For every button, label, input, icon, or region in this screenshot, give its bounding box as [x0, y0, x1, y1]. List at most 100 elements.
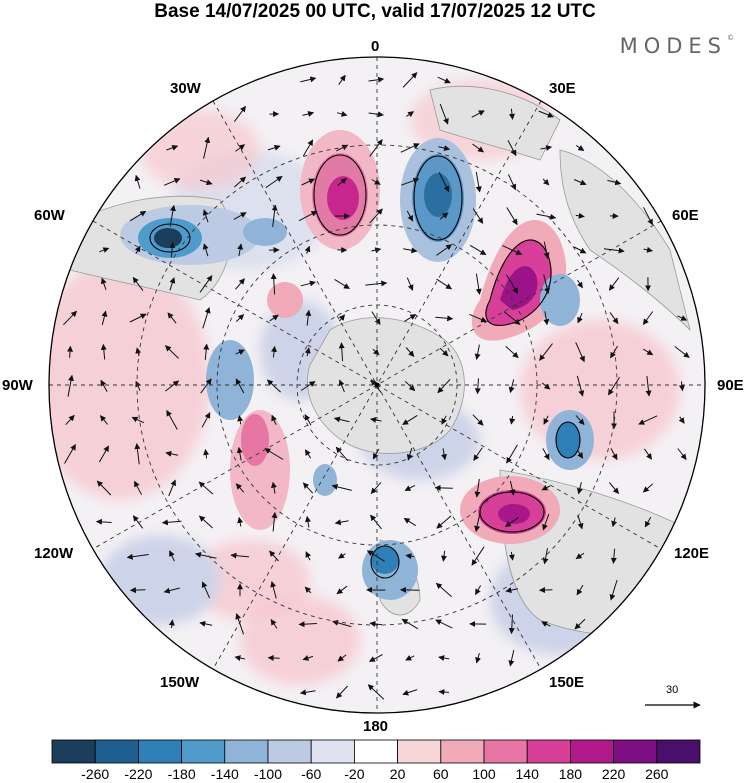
- wind-vector: [405, 553, 415, 560]
- wind-vector: [230, 552, 250, 559]
- wind-vector: [368, 111, 384, 118]
- wind-vector: [129, 587, 146, 594]
- map-title: Base 14/07/2025 00 UTC, valid 17/07/2025…: [154, 1, 596, 22]
- wind-vector: [472, 414, 484, 426]
- wind-vector: [543, 311, 550, 326]
- wind-vector: [475, 273, 482, 295]
- wind-vector: [100, 343, 107, 360]
- colorbar-swatch: [224, 739, 269, 764]
- wind-vector: [99, 247, 110, 253]
- wind-vector: [402, 72, 418, 88]
- wind-vector: [302, 482, 314, 494]
- wind-vector: [506, 444, 518, 464]
- wind-vector: [471, 546, 485, 566]
- wind-vector: [542, 513, 550, 531]
- wind-vector: [475, 172, 482, 193]
- wind-vector: [298, 621, 317, 628]
- wind-vector: [474, 512, 481, 532]
- wind-vector: [404, 313, 417, 323]
- wind-vector: [134, 174, 141, 189]
- wind-vector: [644, 516, 652, 528]
- wind-vector: [235, 613, 244, 635]
- colorbar-swatch: [94, 739, 139, 764]
- wind-vector: [502, 245, 523, 255]
- wind-vector: [543, 415, 549, 425]
- wind-vector: [199, 179, 213, 186]
- wind-vector: [505, 346, 519, 359]
- wind-vector: [436, 515, 452, 529]
- wind-vector: [504, 516, 519, 528]
- colorbar-swatch: [137, 739, 182, 764]
- wind-vector: [271, 414, 277, 425]
- wind-vector: [235, 483, 245, 493]
- wind-vector: [235, 144, 245, 152]
- wind-vector: [472, 143, 484, 153]
- wind-vector: [64, 443, 76, 464]
- wind-vector: [304, 245, 311, 254]
- wind-vector: [541, 382, 551, 390]
- wind-vector: [575, 552, 585, 560]
- wind-vector: [202, 307, 211, 329]
- wind-vector: [298, 210, 318, 222]
- wind-vector: [541, 484, 551, 491]
- wind-vector: [678, 416, 685, 424]
- wind-vector: [234, 655, 245, 662]
- wind-vector: [439, 212, 449, 220]
- wind-vector: [474, 478, 481, 498]
- brand-text: MODES: [619, 34, 727, 58]
- wind-vector: [573, 179, 587, 186]
- wind-vector: [505, 587, 519, 594]
- wind-vector: [643, 207, 653, 226]
- wind-vector: [677, 315, 688, 321]
- wind-vector: [406, 447, 413, 461]
- wind-vector: [132, 515, 144, 529]
- wind-vector: [235, 278, 245, 290]
- wind-vector: [434, 484, 453, 491]
- contours: [149, 154, 581, 579]
- wind-vector: [100, 277, 107, 290]
- vector-scale-label: 30: [666, 684, 679, 696]
- colorbar-swatch: [656, 739, 701, 764]
- wind-vector: [300, 381, 316, 391]
- wind-vector: [233, 212, 247, 220]
- wind-vector: [471, 110, 485, 118]
- wind-vector: [642, 483, 654, 493]
- wind-vector: [438, 145, 451, 151]
- wind-vector: [199, 275, 213, 293]
- wind-vector: [509, 480, 516, 496]
- wind-vector: [100, 415, 108, 425]
- wind-vector: [403, 517, 417, 527]
- wind-vector: [98, 445, 110, 463]
- wind-vector: [235, 378, 245, 394]
- wind-vector: [271, 204, 278, 227]
- wind-vector: [201, 412, 211, 428]
- wind-vector: [269, 314, 279, 322]
- wind-vector: [302, 111, 315, 117]
- wind-vector: [402, 689, 418, 696]
- wind-vector: [435, 315, 454, 322]
- wind-vector: [372, 348, 380, 356]
- wind-vector: [338, 74, 346, 85]
- wind-vector: [161, 519, 182, 526]
- wind-vector: [508, 551, 515, 561]
- wind-vector: [638, 415, 658, 425]
- wind-vector: [305, 515, 311, 528]
- wind-vector: [365, 280, 388, 287]
- wind-vector: [300, 280, 316, 287]
- wind-vector: [203, 343, 210, 360]
- lon-label-120w: 120W: [34, 545, 74, 562]
- lon-label-150w: 150W: [160, 674, 200, 691]
- wind-vector: [543, 241, 550, 259]
- map-area: [49, 57, 705, 713]
- wind-vector: [371, 179, 381, 185]
- wind-vector: [608, 277, 620, 291]
- wind-vector: [302, 655, 314, 661]
- wind-vector: [338, 314, 345, 322]
- lon-label-90w: 90W: [2, 377, 33, 394]
- wind-vector: [200, 378, 212, 394]
- wind-vector: [438, 172, 450, 193]
- wind-vector: [678, 381, 685, 392]
- wind-vector: [438, 655, 450, 661]
- wind-vector: [202, 209, 209, 223]
- lon-label-30w: 30W: [170, 80, 201, 97]
